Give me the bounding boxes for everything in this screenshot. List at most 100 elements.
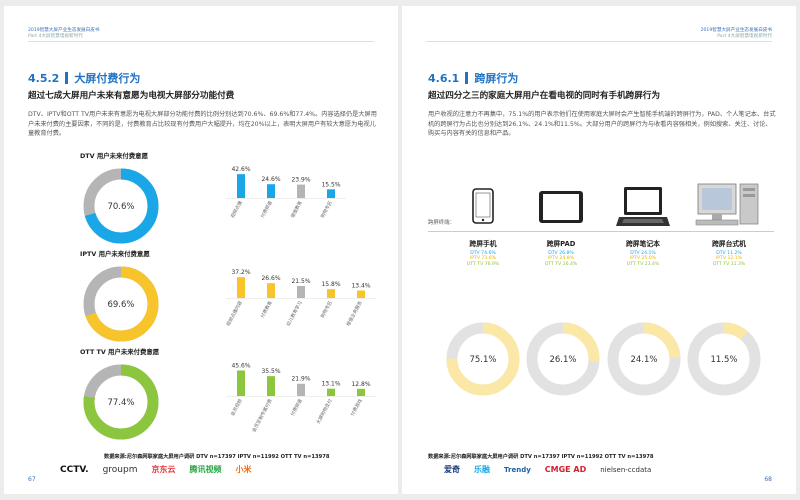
left-header: 2019智慧大屏产业生态发展白皮书 Part 4大屏智慧电视新时代 [28,28,99,40]
device-stat-ott: OTT TV 23.4% [626,261,660,267]
bar-category-label: 付费频道 [259,199,274,219]
left-subtitle: 超过七成大屏用户未来有意愿为电视大屏部分功能付费 [28,91,235,101]
right-source-note: 数据来源:尼尔森网联家庭大屏用户调研 DTV n=17397 IPTV n=11… [428,454,654,460]
bar-category-label: 大屏购物支付 [315,397,334,425]
bar-value-label: 35.5% [261,368,280,375]
bar-value-label: 12.8% [351,381,370,388]
device-column-laptop: 跨屏笔记本 DTV 24.1% IPTV 25.0% OTT TV 23.4% [603,238,683,267]
iptv-chart-title: IPTV 用户未来付费意愿 [80,250,150,258]
donut-value-slice [607,322,681,396]
logo-groupm: groupm [102,464,138,475]
right-section-name: 跨屏行为 [474,72,519,85]
device-stat-dtv: DTV 74.6% [470,251,496,256]
donut-value-label: 77.4% [107,398,134,408]
bar [327,189,335,198]
bar [237,174,245,198]
bar-category-label: 增值教育 [289,199,304,219]
iptv-donut-chart: 69.6% [83,266,159,342]
bar-value-label: 21.5% [291,278,310,285]
logo-trendy: Trendy [504,465,531,474]
left-header-title: 2019智慧大屏产业生态发展白皮书 [28,28,100,33]
device-name: 跨屏台式机 [712,240,746,248]
donut-value-label: 70.6% [107,202,134,212]
ott-chart-title: OTT TV 用户未来付费意愿 [80,348,160,356]
right-subtitle: 超过四分之三的家庭大屏用户在看电视的同时有手机跨屏行为 [428,91,661,101]
iptv-bar-chart: 37.2% 视频点播内容 26.6% 付费教育 21.5% 幼儿教育学习 15.8% 购物专区… [225,269,376,327]
device-stat-dtv: DTV 11.2% [716,251,742,256]
bar-category-label: 付费游戏 [349,397,364,417]
bar-category-label: 增值业务服务 [345,299,364,327]
bar-value-label: 15.8% [321,281,340,288]
bar-value-label: 13.4% [351,282,370,289]
bar-category-label: 购物专区 [319,299,334,319]
bar [357,388,365,396]
logo-jdcloud: 京东云 [151,465,176,474]
device-name: 跨屏笔记本 [626,240,660,248]
donut-value-label: 24.1% [630,355,657,365]
bar-value-label: 13.1% [321,381,340,388]
bar-value-label: 26.6% [261,275,280,282]
right-section-title: 4.6.1 跨屏行为 [428,70,518,86]
tablet-icon [539,191,583,223]
right-body-text: 用户收视的注意力不再集中，75.1%的用户表示他们在使用家庭大屏时会产生智能手机… [428,111,776,138]
dtv-donut-chart: 70.6% [83,168,159,244]
bar [237,277,245,298]
donut-value-slice [83,364,159,440]
device-column-phone: 跨屏手机 DTV 74.6% IPTV 73.6% OTT TV 76.9% [443,238,523,267]
phone-share-donut: 75.1% [446,322,520,396]
logo-cctv: CCTV. [60,464,89,475]
right-section-separator [465,72,469,84]
bar-category-label: 付费频道 [289,397,304,417]
donut-value-label: 26.1% [549,355,576,365]
device-name: 跨屏手机 [469,240,497,248]
donut-value-slice [83,266,159,342]
device-name: 跨屏PAD [546,240,576,248]
bar [237,370,245,396]
device-stat-iptv: IPTV 73.6% [469,256,497,262]
device-column-pad: 跨屏PAD DTV 26.8% IPTV 24.8% OTT TV 26.4% [521,238,601,267]
logo-nielsen-ccdata: nielsen-ccdata [600,465,652,474]
right-header: 2019智慧大屏产业生态发展白皮书 Part 4大屏智慧电视新时代 [701,28,772,40]
laptop-icon [616,187,670,226]
right-page-number: 68 [764,476,772,483]
bar [297,383,305,396]
device-stat-iptv: IPTV 25.0% [629,256,657,262]
bar-value-label: 24.6% [261,176,280,183]
left-page-number: 67 [28,476,36,483]
bar-category-label: 视频点播 [229,199,244,219]
logo-aiqi: 爱奇 [444,465,460,474]
bar-value-label: 42.6% [231,166,250,173]
donut-value-label: 11.5% [710,355,737,365]
bar-category-label: 幼儿教育学习 [285,299,304,327]
smartphone-icon [472,188,494,224]
donut-value-slice [83,168,159,244]
bar-value-label: 21.9% [291,376,310,383]
left-body-text: DTV、IPTV和OTT TV用户未来有意愿为电视大屏部分功能付费的比例分别达到… [28,111,377,138]
device-label: 跨屏终端： [428,220,455,226]
bar [297,285,305,298]
bar-category-label: 付费教育 [259,299,274,319]
bar-category-label: 会员视频 [229,397,244,417]
bar-value-label: 45.6% [231,362,250,369]
desktop-share-donut: 11.5% [687,322,761,396]
desktop-computer-icon [695,183,759,226]
device-stat-dtv: DTV 26.8% [548,251,574,256]
left-section-name: 大屏付费行为 [74,72,141,85]
left-page: 2019智慧大屏产业生态发展白皮书 Part 4大屏智慧电视新时代 4.5.2 … [4,6,398,494]
bar [267,376,275,396]
device-stat-dtv: DTV 24.1% [630,251,656,256]
bar [297,184,305,198]
dtv-chart-title: DTV 用户未来付费意愿 [80,152,148,160]
donut-value-slice [526,322,600,396]
device-stat-ott: OTT TV 76.9% [466,261,500,267]
right-header-title: 2019智慧大屏产业生态发展白皮书 [700,28,772,33]
bar [267,184,275,198]
bar [267,283,275,298]
device-stat-iptv: IPTV 12.1% [715,256,743,262]
left-section-number: 4.5.2 [28,71,60,85]
left-header-part: Part 4大屏智慧电视新时代 [28,34,83,39]
logo-xiaomi: 小米 [235,465,252,474]
right-header-divider [426,41,772,42]
ott-bar-chart: 45.6% 会员视频 35.5% 会员定制专属付费 21.9% 付费频道 13.1% 大屏购物… [226,362,376,433]
left-logo-strip: CCTV. groupm 京东云 腾讯视频 小米 [60,464,265,475]
